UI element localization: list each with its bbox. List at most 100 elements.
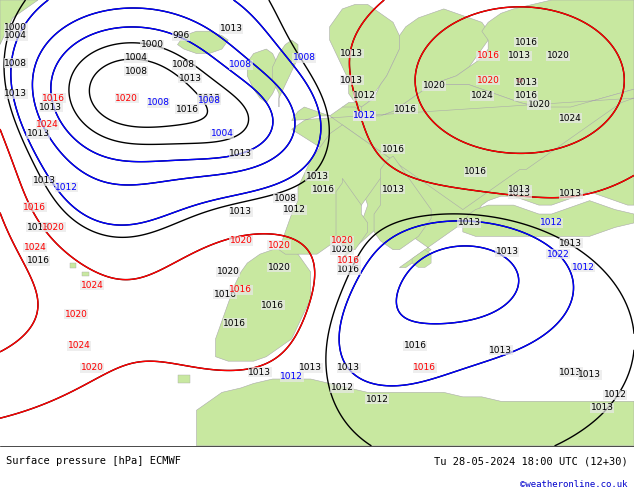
Polygon shape <box>197 379 634 446</box>
Text: 1013: 1013 <box>299 364 322 372</box>
Polygon shape <box>70 263 76 268</box>
Polygon shape <box>273 40 298 107</box>
Text: 1013: 1013 <box>230 207 252 216</box>
Text: 1008: 1008 <box>125 67 148 76</box>
Polygon shape <box>82 272 89 276</box>
Text: 1008: 1008 <box>293 53 316 62</box>
Text: 1016: 1016 <box>261 301 284 310</box>
Text: 1013: 1013 <box>508 190 531 198</box>
Text: 1013: 1013 <box>230 149 252 158</box>
Text: 1024: 1024 <box>559 114 582 122</box>
Text: 1020: 1020 <box>65 310 87 319</box>
Text: 1016: 1016 <box>23 203 46 212</box>
Text: 1013: 1013 <box>458 219 481 227</box>
Text: 1004: 1004 <box>210 129 233 138</box>
Text: 1016: 1016 <box>337 256 360 266</box>
Text: 1016: 1016 <box>477 51 500 60</box>
Polygon shape <box>374 156 431 250</box>
Text: 1020: 1020 <box>527 100 550 109</box>
Polygon shape <box>279 125 393 254</box>
Text: 1013: 1013 <box>559 190 582 198</box>
Text: 1012: 1012 <box>572 263 595 272</box>
Text: 1008: 1008 <box>172 60 195 69</box>
Text: ©weatheronline.co.uk: ©weatheronline.co.uk <box>520 480 628 489</box>
Text: 1016: 1016 <box>176 105 198 114</box>
Text: 1013: 1013 <box>27 223 49 232</box>
Text: 1000: 1000 <box>141 40 164 49</box>
Text: 1013: 1013 <box>591 403 614 413</box>
Text: 1016: 1016 <box>394 105 417 114</box>
Text: 1020: 1020 <box>331 236 354 245</box>
Polygon shape <box>463 201 634 236</box>
Text: 1020: 1020 <box>81 364 103 372</box>
Polygon shape <box>178 31 228 53</box>
Text: 1012: 1012 <box>540 219 563 227</box>
Text: 1016: 1016 <box>27 256 49 266</box>
Text: 1016: 1016 <box>223 319 246 328</box>
Text: 1020: 1020 <box>42 223 65 232</box>
Text: 1012: 1012 <box>55 183 78 192</box>
Text: 1004: 1004 <box>125 53 148 62</box>
Text: 1016: 1016 <box>515 38 538 47</box>
Text: 1024: 1024 <box>36 121 59 129</box>
Text: 1013: 1013 <box>515 78 538 87</box>
Text: 1008: 1008 <box>147 98 170 107</box>
Polygon shape <box>292 85 634 268</box>
Text: 1013: 1013 <box>559 239 582 247</box>
Polygon shape <box>361 9 488 116</box>
Polygon shape <box>336 178 368 250</box>
Text: 1013: 1013 <box>508 185 531 194</box>
Polygon shape <box>247 49 279 102</box>
Polygon shape <box>342 102 368 121</box>
Text: 1012: 1012 <box>353 91 376 100</box>
Text: Tu 28-05-2024 18:00 UTC (12+30): Tu 28-05-2024 18:00 UTC (12+30) <box>434 456 628 466</box>
Text: 1016: 1016 <box>42 94 65 102</box>
Text: 1012: 1012 <box>353 111 376 121</box>
Text: 1013: 1013 <box>306 172 328 181</box>
Text: 1016: 1016 <box>404 341 427 350</box>
Text: 1020: 1020 <box>217 268 240 276</box>
Polygon shape <box>425 0 634 107</box>
Text: 1013: 1013 <box>340 76 363 85</box>
Text: 1013: 1013 <box>496 247 519 256</box>
Text: 1008: 1008 <box>230 60 252 69</box>
Text: 1012: 1012 <box>604 390 626 399</box>
Polygon shape <box>216 250 311 361</box>
Text: Surface pressure [hPa] ECMWF: Surface pressure [hPa] ECMWF <box>6 456 181 466</box>
Text: 1008: 1008 <box>274 194 297 203</box>
Text: 1013: 1013 <box>489 345 512 355</box>
Text: 1020: 1020 <box>268 241 290 250</box>
Text: 1013: 1013 <box>340 49 363 58</box>
Text: 1020: 1020 <box>230 236 252 245</box>
Text: 1024: 1024 <box>68 341 91 350</box>
Text: 1016: 1016 <box>214 290 236 299</box>
Text: 1013: 1013 <box>382 185 404 194</box>
Text: 1016: 1016 <box>413 364 436 372</box>
Text: 1008: 1008 <box>198 96 221 105</box>
Text: 1020: 1020 <box>423 81 446 90</box>
Text: 1013: 1013 <box>4 89 27 98</box>
Text: 1013: 1013 <box>179 74 202 82</box>
Polygon shape <box>178 374 190 384</box>
Text: 1013: 1013 <box>337 364 360 372</box>
Text: 1012: 1012 <box>283 205 306 214</box>
Text: 1016: 1016 <box>515 91 538 100</box>
Text: 1024: 1024 <box>81 281 103 290</box>
Text: 1020: 1020 <box>547 51 569 60</box>
Text: 1013: 1013 <box>578 370 601 379</box>
Text: 1020: 1020 <box>115 94 138 102</box>
Text: 1012: 1012 <box>331 384 354 392</box>
Text: 1024: 1024 <box>23 243 46 252</box>
Text: 1022: 1022 <box>547 250 569 259</box>
Text: 1000: 1000 <box>4 23 27 32</box>
Text: 1013: 1013 <box>27 129 49 138</box>
Text: 1016: 1016 <box>230 285 252 294</box>
Text: 1016: 1016 <box>382 145 404 154</box>
Text: 1024: 1024 <box>470 91 493 100</box>
Text: 1012: 1012 <box>280 372 303 381</box>
Text: 1004: 1004 <box>4 31 27 40</box>
Text: 1013: 1013 <box>33 176 56 185</box>
Text: 1013: 1013 <box>198 94 221 102</box>
Text: 1013: 1013 <box>559 368 582 377</box>
Text: 1013: 1013 <box>508 51 531 60</box>
